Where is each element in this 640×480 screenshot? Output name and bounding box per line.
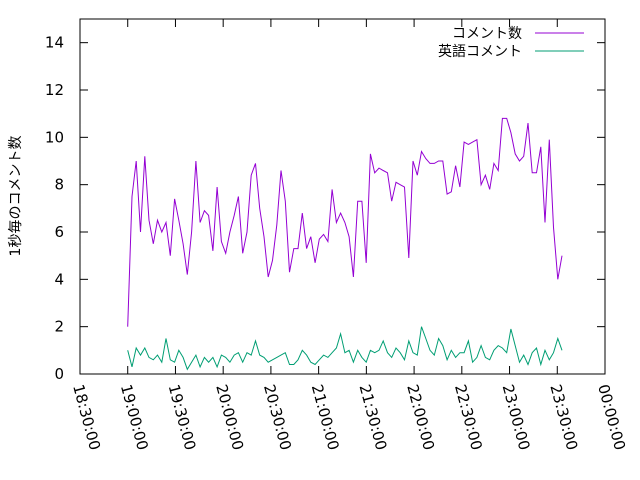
plot-area	[79, 18, 606, 375]
x-tick-label: 23:30:00	[546, 382, 581, 452]
x-tick-label: 21:30:00	[355, 382, 390, 452]
x-tick-label: 19:00:00	[117, 382, 152, 452]
y-axis: 0 2 4 6 8 10 12 14	[45, 34, 605, 383]
x-tick-label: 19:30:00	[165, 382, 200, 452]
x-tick-label: 22:00:00	[403, 382, 438, 452]
y-tick-label: 6	[54, 223, 64, 241]
series-group	[127, 117, 563, 371]
x-tick-label: 00:00:00	[594, 382, 629, 452]
series-line-1	[127, 117, 563, 327]
legend-label-1: コメント数	[452, 26, 522, 42]
x-tick-label: 22:30:00	[451, 382, 486, 452]
plot-border	[79, 18, 606, 375]
x-tick-label: 21:00:00	[308, 382, 343, 452]
series-line-2	[127, 326, 563, 371]
x-tick-label: 20:30:00	[260, 382, 295, 452]
x-tick-label: 23:00:00	[499, 382, 534, 452]
y-tick-label: 12	[45, 81, 64, 99]
y-tick-label: 14	[45, 34, 64, 52]
y-tick-label: 8	[54, 176, 64, 194]
y-tick-label: 2	[54, 318, 64, 336]
y-axis-label: 1秒毎のコメント数	[8, 136, 24, 257]
x-tick-label: 20:00:00	[212, 382, 247, 452]
x-tick-label: 18:30:00	[69, 382, 104, 452]
legend-label-2: 英語コメント	[438, 43, 522, 60]
y-tick-label: 10	[45, 128, 64, 146]
y-tick-label: 0	[54, 365, 64, 383]
y-tick-label: 4	[54, 270, 64, 288]
